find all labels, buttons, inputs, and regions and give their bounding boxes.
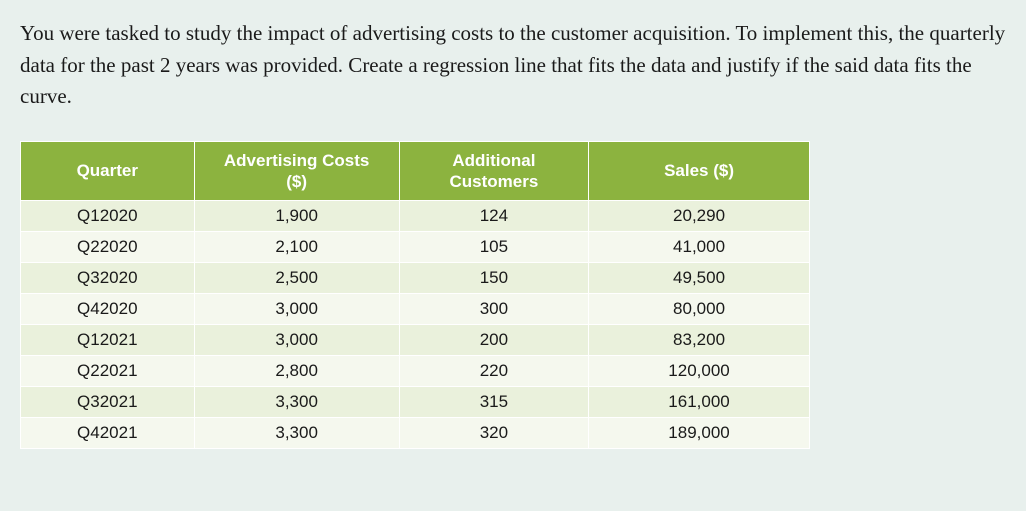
cell-adcost: 2,800 [194,356,399,387]
col-header-customers: Additional Customers [399,141,588,201]
cell-customers: 124 [399,201,588,232]
cell-customers: 315 [399,387,588,418]
cell-quarter: Q32021 [21,387,195,418]
table-row: Q12021 3,000 200 83,200 [21,325,810,356]
cell-sales: 161,000 [589,387,810,418]
cell-customers: 220 [399,356,588,387]
cell-customers: 105 [399,232,588,263]
cell-adcost: 3,000 [194,294,399,325]
cell-quarter: Q22020 [21,232,195,263]
cell-sales: 80,000 [589,294,810,325]
cell-quarter: Q12020 [21,201,195,232]
cell-customers: 150 [399,263,588,294]
cell-quarter: Q42020 [21,294,195,325]
cell-sales: 41,000 [589,232,810,263]
cell-sales: 83,200 [589,325,810,356]
cell-quarter: Q12021 [21,325,195,356]
col-header-line1: Sales ($) [595,160,803,181]
col-header-line2: Customers [406,171,582,192]
table-row: Q22021 2,800 220 120,000 [21,356,810,387]
cell-sales: 20,290 [589,201,810,232]
table-row: Q22020 2,100 105 41,000 [21,232,810,263]
table-row: Q32021 3,300 315 161,000 [21,387,810,418]
cell-adcost: 3,000 [194,325,399,356]
col-header-line1: Quarter [27,160,188,181]
col-header-line1: Additional [406,150,582,171]
table-header-row: Quarter Advertising Costs ($) Additional… [21,141,810,201]
problem-statement: You were tasked to study the impact of a… [20,18,1006,113]
cell-customers: 200 [399,325,588,356]
col-header-quarter: Quarter [21,141,195,201]
col-header-sales: Sales ($) [589,141,810,201]
cell-adcost: 3,300 [194,387,399,418]
cell-quarter: Q32020 [21,263,195,294]
cell-quarter: Q42021 [21,418,195,449]
table-row: Q42020 3,000 300 80,000 [21,294,810,325]
table-row: Q32020 2,500 150 49,500 [21,263,810,294]
cell-adcost: 2,100 [194,232,399,263]
cell-customers: 320 [399,418,588,449]
table-row: Q12020 1,900 124 20,290 [21,201,810,232]
cell-quarter: Q22021 [21,356,195,387]
col-header-line2: ($) [201,171,393,192]
cell-sales: 49,500 [589,263,810,294]
col-header-ad-costs: Advertising Costs ($) [194,141,399,201]
data-table: Quarter Advertising Costs ($) Additional… [20,141,810,450]
col-header-line1: Advertising Costs [201,150,393,171]
cell-adcost: 1,900 [194,201,399,232]
cell-customers: 300 [399,294,588,325]
cell-adcost: 2,500 [194,263,399,294]
cell-sales: 120,000 [589,356,810,387]
cell-sales: 189,000 [589,418,810,449]
table-row: Q42021 3,300 320 189,000 [21,418,810,449]
cell-adcost: 3,300 [194,418,399,449]
